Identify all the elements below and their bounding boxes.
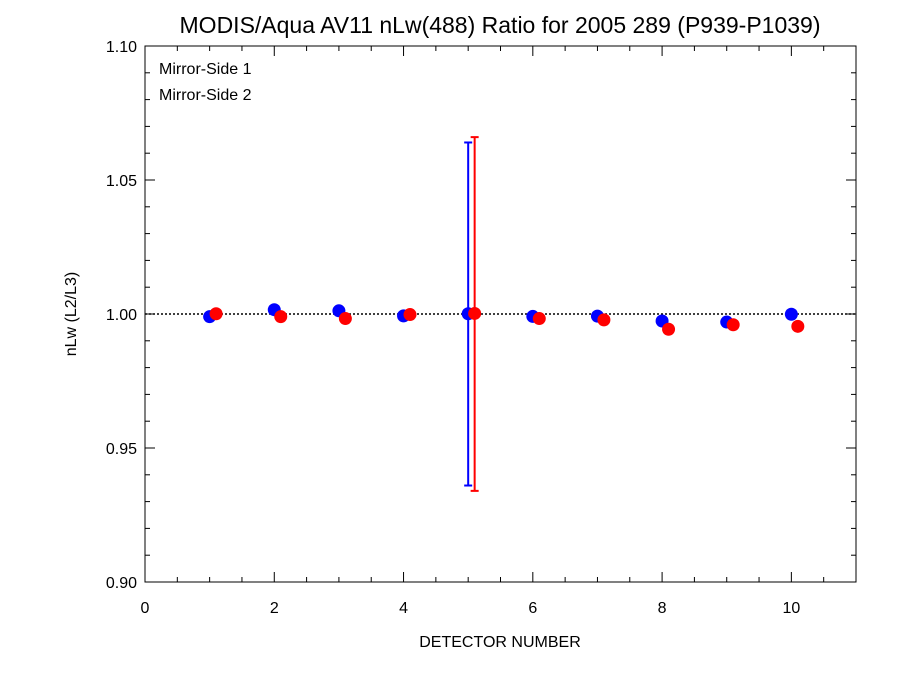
point-s2-d3 xyxy=(338,312,352,326)
point-s1-d10 xyxy=(784,307,798,321)
point-s2-d7 xyxy=(597,313,611,327)
y-tick-label: 0.90 xyxy=(106,575,137,592)
chart-title: MODIS/Aqua AV11 nLw(488) Ratio for 2005 … xyxy=(180,12,821,38)
legend-label-mirror-side-1: Mirror-Side 1 xyxy=(159,61,252,78)
axis-tick-labels: 0 2 4 6 8 10 0.90 0.95 1.00 1.05 1.10 xyxy=(106,39,801,617)
x-tick-label: 8 xyxy=(658,600,667,617)
plot-area: 0 2 4 6 8 10 0.90 0.95 1.00 1.05 1.10 xyxy=(106,39,857,617)
x-tick-label: 10 xyxy=(782,600,800,617)
legend-label-mirror-side-2: Mirror-Side 2 xyxy=(159,87,252,104)
data-points xyxy=(203,303,805,336)
axis-ticks xyxy=(144,45,857,583)
point-s2-d5 xyxy=(468,306,482,320)
x-tick-label: 2 xyxy=(270,600,279,617)
point-s2-d4 xyxy=(403,308,417,322)
point-s2-d8 xyxy=(662,322,676,336)
y-axis-label: nLw (L2/L3) xyxy=(63,272,80,357)
point-s2-d6 xyxy=(532,312,546,326)
point-s2-d2 xyxy=(274,310,288,324)
x-tick-label: 4 xyxy=(399,600,408,617)
x-axis-label: DETECTOR NUMBER xyxy=(419,634,581,651)
x-tick-label: 6 xyxy=(528,600,537,617)
point-s2-d10 xyxy=(791,319,805,333)
x-tick-label: 0 xyxy=(141,600,150,617)
y-tick-label: 0.95 xyxy=(106,441,137,458)
point-s2-d1 xyxy=(209,307,223,321)
y-tick-label: 1.05 xyxy=(106,173,137,190)
point-s2-d9 xyxy=(726,318,740,332)
y-tick-label: 1.00 xyxy=(106,307,137,324)
y-tick-label: 1.10 xyxy=(106,39,137,56)
legend: Mirror-Side 1 Mirror-Side 2 xyxy=(159,61,252,104)
